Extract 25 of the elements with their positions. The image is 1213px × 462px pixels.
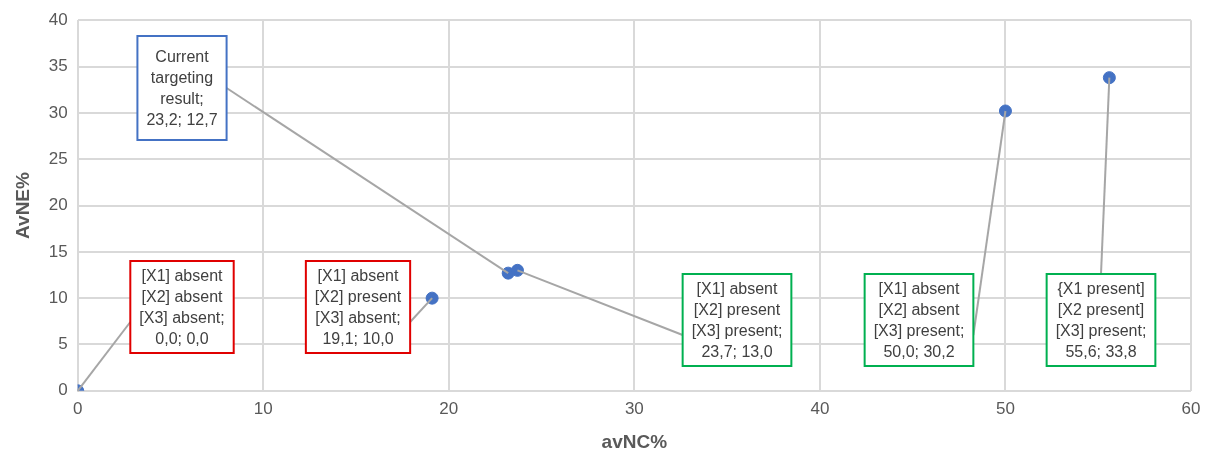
y-tick-label: 35 (48, 56, 68, 76)
y-axis-title: AvNE% (11, 171, 33, 239)
y-tick-label: 15 (48, 241, 68, 261)
annotation: [X1] absent [X2] absent [X3] absent; 0,0; 0,0 (139, 267, 225, 347)
annotation: [X1] absent [X2] present [X3] absent; 19,1; 10,0 (314, 267, 402, 347)
y-tick-label: 20 (48, 195, 68, 215)
annotation: {X1 present] [X2 present] [X3] present; 55,6; 33,8 (1055, 280, 1147, 360)
annotation: Current targeting result; 23,2; 12,7 (146, 48, 218, 128)
y-tick-label: 30 (48, 102, 68, 122)
y-tick-label: 40 (48, 9, 68, 29)
x-axis-title: avNC% (601, 430, 668, 452)
annotation: [X1] absent [X2] absent [X3] present; 50,0; 30,2 (873, 280, 965, 360)
x-tick-label: 30 (624, 398, 644, 418)
x-tick-label: 40 (810, 398, 830, 418)
annotation: [X1] absent [X2] present [X3] present; 23,7; 13,0 (691, 280, 783, 360)
y-tick-label: 10 (48, 287, 68, 307)
x-tick-label: 60 (1181, 398, 1201, 418)
y-tick-label: 5 (58, 334, 68, 354)
y-tick-label: 25 (48, 148, 68, 168)
x-tick-label: 50 (995, 398, 1015, 418)
x-tick-label: 10 (253, 398, 273, 418)
x-tick-label: 20 (439, 398, 459, 418)
x-tick-label: 0 (72, 398, 83, 418)
y-tick-label: 0 (58, 380, 68, 400)
point (425, 291, 439, 305)
